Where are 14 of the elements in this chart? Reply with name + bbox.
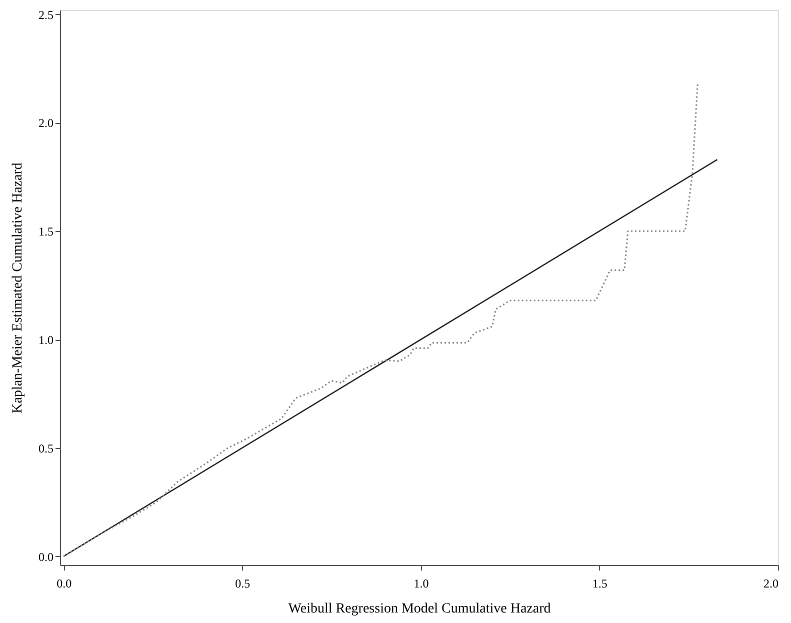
y-axis-title: Kaplan-Meier Estimated Cumulative Hazard — [10, 162, 26, 414]
x-tick-label: 0.0 — [56, 576, 72, 590]
line-series — [62, 82, 698, 558]
y-tick-label: 1.5 — [38, 224, 54, 239]
y-tick-label: 0.0 — [38, 550, 54, 564]
y-tick-label: 0.5 — [38, 441, 54, 456]
x-tick-label: 1.5 — [592, 576, 608, 590]
y-tick-label: 1.0 — [38, 333, 54, 348]
x-axis-title: Weibull Regression Model Cumulative Hazard — [288, 602, 551, 616]
x-tick-label: 2.0 — [764, 576, 778, 590]
y-tick-label: 2.0 — [38, 116, 54, 130]
y-tick-label: 2.5 — [38, 8, 54, 22]
x-tick-label: 0.5 — [235, 576, 250, 590]
x-tick-label: 1.0 — [414, 576, 429, 590]
